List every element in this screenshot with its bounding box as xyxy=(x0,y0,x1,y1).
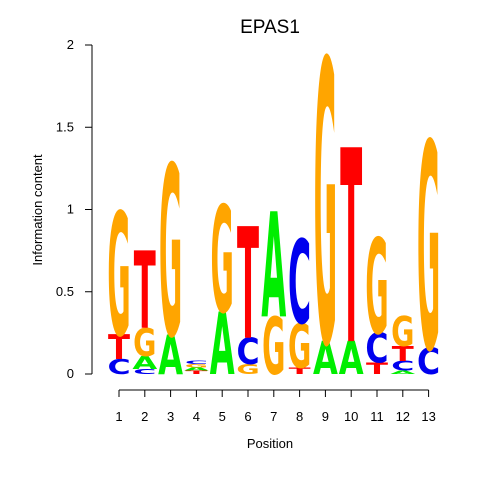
logo-letter-c: C xyxy=(185,360,208,365)
logo-letter-a: A xyxy=(339,334,364,386)
logo-letter-a: A xyxy=(261,183,286,351)
logo-column: AG xyxy=(158,118,183,390)
logo-column: AG xyxy=(210,175,235,395)
logo-letter-t: T xyxy=(237,197,259,376)
logo-letter-c: C xyxy=(236,331,259,373)
x-tick-label: 10 xyxy=(344,409,358,424)
x-tick-label: 5 xyxy=(219,409,226,424)
logo-letter-g: G xyxy=(314,0,337,433)
x-axis: 1 2 3 4 5 6 7 8 9 10 11 12 13 xyxy=(115,389,436,424)
logo-letter-c: C xyxy=(391,358,414,374)
x-tick-label: 12 xyxy=(396,409,410,424)
x-tick-label: 6 xyxy=(244,409,251,424)
logo-letter-a: A xyxy=(184,367,209,372)
logo-letter-g: G xyxy=(159,118,182,390)
logo-letter-a: A xyxy=(313,334,338,386)
logo-column: CTG xyxy=(107,178,130,379)
logo-letter-a: A xyxy=(210,296,235,395)
logo-letter-a: A xyxy=(390,370,415,375)
x-tick-label: 2 xyxy=(141,409,148,424)
logo-letter-t: T xyxy=(108,327,130,367)
logo-letter-g: G xyxy=(185,363,208,368)
logo-letter-t: T xyxy=(392,343,415,366)
logo-letter-g: G xyxy=(365,213,388,365)
logo-column: GCT xyxy=(236,197,259,378)
y-axis-label: Information content xyxy=(30,154,45,266)
logo-letter-g: G xyxy=(107,178,130,375)
logo-letter-c: C xyxy=(133,368,156,376)
logo-letter-c: C xyxy=(107,356,130,380)
logo-column: AT xyxy=(339,94,364,404)
y-tick-label: 1.5 xyxy=(56,119,74,134)
y-tick-label: 0 xyxy=(67,366,74,381)
x-tick-label: 3 xyxy=(167,409,174,424)
logo-letter-g: G xyxy=(211,175,234,346)
logo-letter-g: G xyxy=(262,301,285,393)
logo-letter-t: T xyxy=(289,366,312,377)
logo-letter-g: G xyxy=(391,310,414,356)
logo-letter-t: T xyxy=(366,359,389,378)
logo-letter-c: C xyxy=(417,341,440,383)
logo-letter-c: C xyxy=(365,325,388,373)
logo-column: AG xyxy=(313,0,338,433)
logo-letter-t: T xyxy=(134,231,156,354)
logo-letter-g: G xyxy=(288,312,311,382)
logo-letter-g: G xyxy=(133,321,156,365)
y-tick-label: 2 xyxy=(67,37,74,52)
x-tick-label: 1 xyxy=(115,409,122,424)
logo-letter-a: A xyxy=(158,325,183,387)
logo-letter-t: T xyxy=(340,94,362,404)
logo-letter-g: G xyxy=(236,362,259,378)
x-axis-label: Position xyxy=(247,436,293,451)
x-tick-label: 9 xyxy=(322,409,329,424)
logo-column: GA xyxy=(261,183,286,393)
x-tick-label: 7 xyxy=(270,409,277,424)
logo-column: CG xyxy=(417,85,440,416)
logo-letter-g: G xyxy=(417,85,440,416)
x-tick-label: 8 xyxy=(296,409,303,424)
logo-column: TCG xyxy=(365,213,389,378)
y-axis: 0 0.5 1 1.5 2 xyxy=(56,37,93,381)
logo-letter-t: T xyxy=(185,370,207,375)
logo-letter-c: C xyxy=(288,217,311,351)
chart-title: EPAS1 xyxy=(240,17,300,38)
x-tick-label: 4 xyxy=(193,409,200,424)
x-tick-label: 13 xyxy=(421,409,435,424)
y-tick-label: 1 xyxy=(67,202,74,217)
logo-letter-a: A xyxy=(132,353,158,374)
x-tick-label: 11 xyxy=(370,409,384,424)
y-tick-label: 0.5 xyxy=(56,284,74,299)
logo-column: TGC xyxy=(288,217,312,383)
